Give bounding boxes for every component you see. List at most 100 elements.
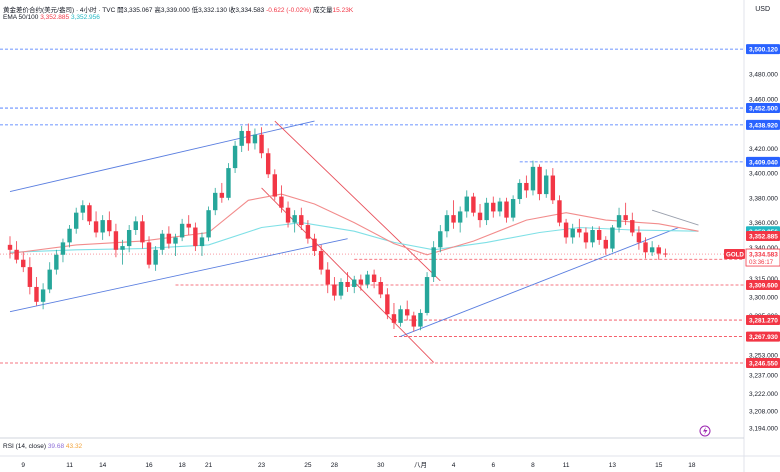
time-tick-label: 30 — [377, 462, 385, 469]
candle-body — [87, 205, 92, 222]
candle-body — [457, 211, 463, 223]
candle-body — [7, 244, 13, 250]
time-tick-label: 21 — [205, 462, 213, 469]
candle-body — [345, 282, 350, 287]
price-tick-label: 3,253.000 — [749, 353, 778, 360]
time-tick-label: 11 — [563, 462, 570, 469]
symbol-header: 黄金差价合约(美元/盎司) · 4小时 · TVC 開3,335.067 高3,… — [3, 4, 353, 14]
candle-body — [544, 175, 549, 195]
candle-body — [424, 277, 430, 313]
candle-body — [663, 253, 668, 255]
price-tick-label: 3,194.000 — [749, 426, 778, 433]
rsi-legend[interactable]: RSI (14, close) 39.68 43.32 — [3, 443, 82, 450]
trendlines — [9, 120, 699, 363]
candle-body — [338, 282, 344, 296]
time-tick-label: 25 — [304, 462, 312, 469]
candle-body — [113, 231, 119, 250]
candle-body — [365, 274, 370, 285]
candle-body — [649, 247, 655, 253]
countdown-label: 03:36:17 — [749, 259, 774, 266]
level-tag-red-bg — [746, 279, 780, 290]
level-tag-blue: 3,438.920 — [749, 122, 778, 129]
candle-body — [133, 221, 138, 230]
low-value: 3,332.130 — [198, 7, 228, 14]
candle-body — [93, 221, 99, 233]
time-tick-label: 八月 — [414, 461, 427, 469]
candle-body — [411, 315, 417, 327]
candle-body — [318, 251, 324, 270]
candle-body — [431, 247, 436, 278]
candle-body — [484, 202, 489, 221]
price-axis[interactable]: 3,480.000 3,460.000 3,420.000 3,400.000 3,38… — [749, 72, 778, 433]
last-price-tag-bg — [745, 248, 780, 267]
candle-body — [173, 237, 178, 244]
price-tick-label: 3,315.000 — [749, 276, 778, 283]
candle-body — [232, 145, 238, 169]
candle-body — [438, 231, 443, 248]
candle-body — [391, 314, 397, 323]
candle-body — [510, 199, 516, 218]
price-tick-label: 3,300.000 — [749, 294, 778, 301]
candle-body — [643, 242, 648, 253]
level-tag-red: 3,267.930 — [749, 334, 778, 341]
candle-body — [530, 166, 536, 191]
ema-label: EMA 50/100 — [3, 14, 39, 21]
ema-lines — [9, 193, 699, 256]
candle-body — [325, 269, 330, 285]
candle-body — [272, 174, 277, 197]
candle-body — [153, 249, 158, 265]
open-label: 開 — [117, 7, 124, 14]
ema-legend[interactable]: EMA 50/100 3,352.885 3,352.956 — [3, 14, 100, 21]
candle-body — [67, 228, 72, 243]
candle-body — [305, 225, 311, 239]
candle-body — [630, 220, 635, 233]
candle-body — [47, 269, 52, 290]
candle-body — [239, 130, 244, 146]
symbol-tag: GOLD — [726, 252, 744, 259]
candle-body — [179, 223, 185, 238]
price-tick-label: 3,222.000 — [749, 391, 778, 398]
candle-body — [332, 284, 337, 296]
candle-body — [100, 220, 105, 233]
trendline — [9, 120, 315, 193]
candle-body — [497, 201, 503, 212]
candle-body — [636, 232, 642, 243]
candle-body — [34, 286, 39, 302]
level-tag-red: 3,309.600 — [749, 282, 778, 289]
candle-body — [477, 212, 483, 221]
rsi-label: RSI (14, close) — [3, 443, 46, 450]
candle-body — [252, 134, 258, 144]
time-tick-label: 18 — [688, 462, 696, 469]
time-tick-label: 6 — [491, 462, 495, 469]
currency-label[interactable]: USD — [755, 6, 770, 13]
candle-body — [213, 192, 218, 211]
candle-body — [616, 215, 622, 228]
symbol-line[interactable]: 黄金差价合约(美元/盎司) · 4小时 · TVC — [3, 7, 116, 14]
time-axis[interactable]: 9 11 14 16 18 21 23 25 28 30 八月 4 6 8 11 13 15 18 — [21, 461, 695, 469]
candle-body — [312, 238, 317, 252]
candle-body — [352, 279, 357, 287]
candle-body — [491, 202, 496, 212]
time-tick-label: 18 — [179, 462, 187, 469]
candle-body — [358, 279, 364, 285]
trendline — [274, 120, 441, 282]
price-levels — [0, 48, 744, 364]
candle-body — [54, 254, 59, 270]
candle-body — [206, 210, 211, 238]
candle-body — [537, 166, 542, 195]
candle-body — [596, 230, 602, 240]
candle-body — [126, 230, 132, 247]
ema100-line — [9, 222, 699, 253]
level-tag-blue-bg — [746, 156, 780, 167]
high-label: 高 — [154, 7, 161, 14]
candle-body — [577, 228, 582, 233]
volume-value: 15.23K — [332, 7, 354, 14]
ema50-tag: 3,352.885 — [749, 233, 778, 240]
level-tag-blue-bg — [746, 103, 780, 114]
candle-body — [378, 282, 383, 295]
candle-body — [405, 309, 410, 316]
level-tag-blue: 3,500.120 — [749, 47, 778, 54]
candle-body — [166, 233, 172, 244]
price-tick-label: 3,420.000 — [749, 146, 778, 153]
